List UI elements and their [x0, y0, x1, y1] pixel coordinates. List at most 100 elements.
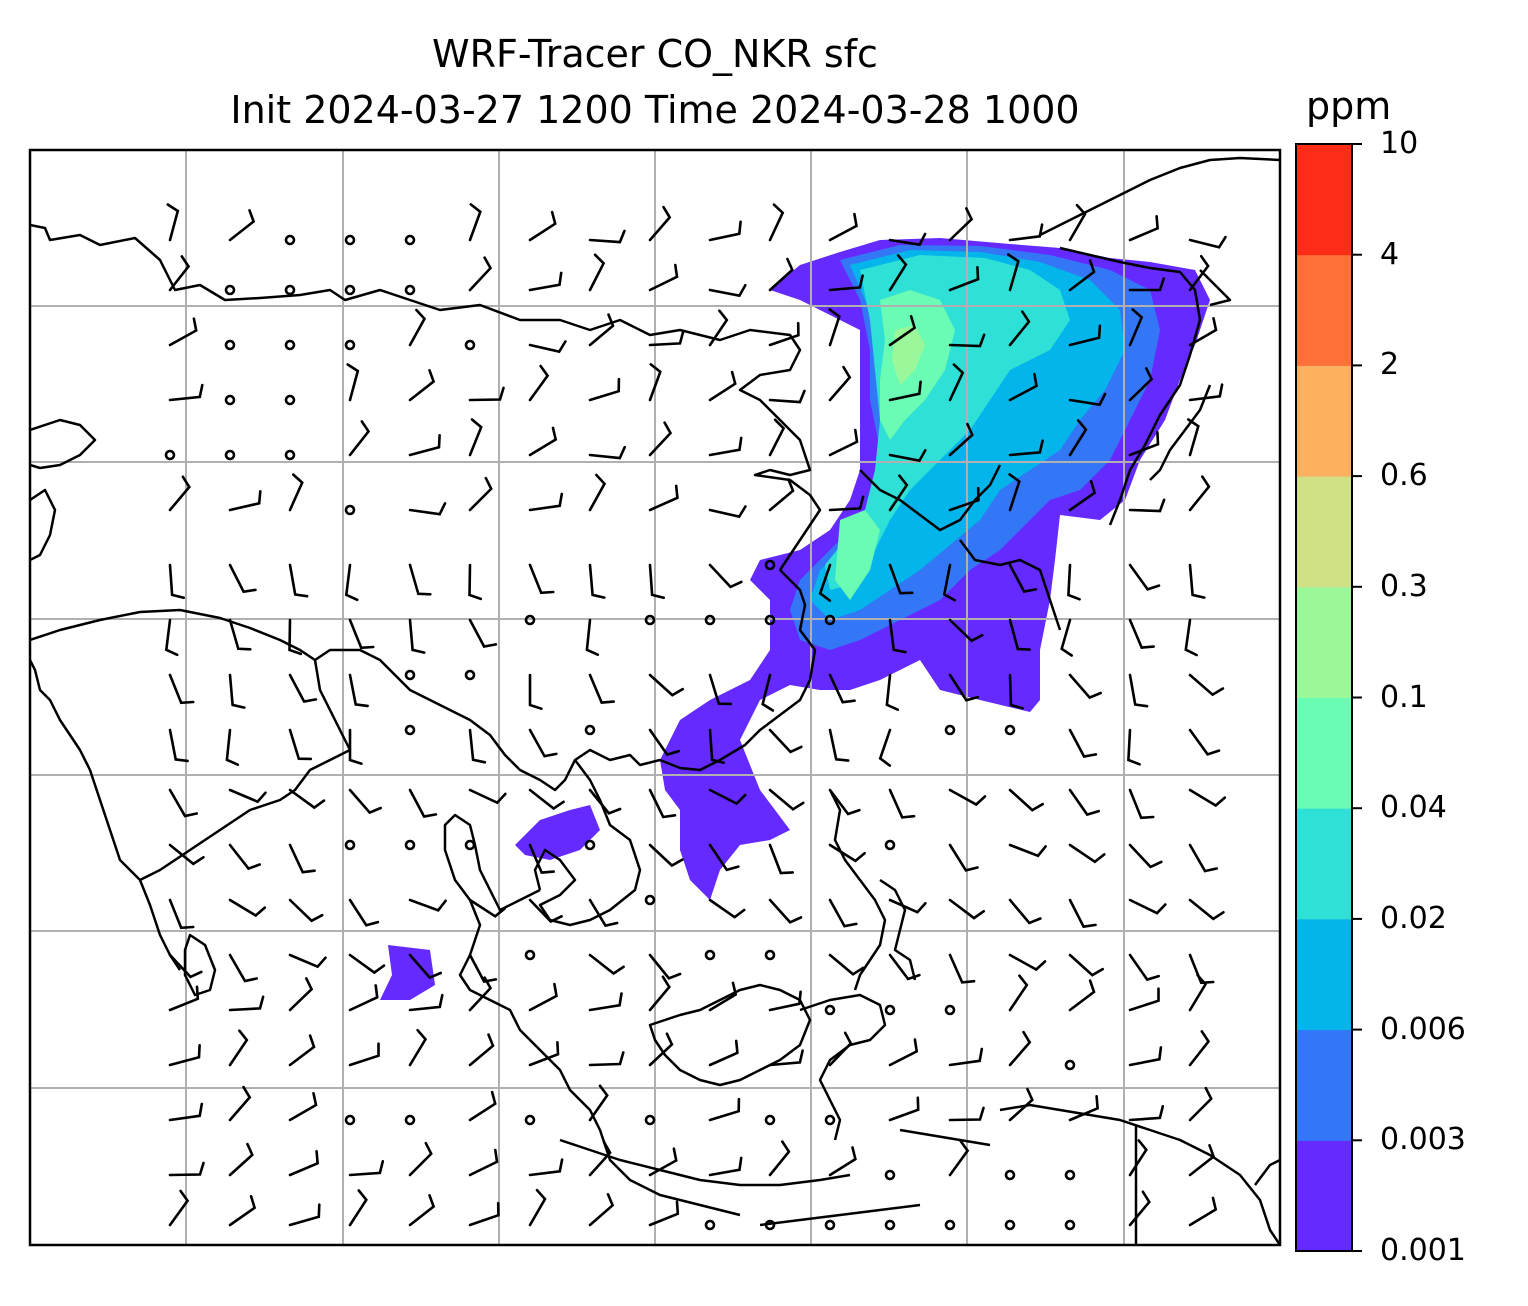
wind-barb — [588, 229, 626, 244]
wind-barb — [588, 1141, 612, 1177]
wind-barb — [1008, 563, 1038, 593]
calm-wind-marker — [464, 339, 476, 351]
wind-barb — [588, 898, 619, 928]
calm-wind-marker — [824, 1219, 836, 1231]
wind-barb — [168, 985, 200, 1012]
calm-wind-marker — [944, 1219, 956, 1231]
wind-barb — [1128, 1190, 1151, 1227]
wind-barb — [588, 992, 623, 1012]
wind-barb — [288, 673, 318, 703]
wind-barb — [768, 728, 803, 754]
colorbar-segment — [1296, 476, 1352, 588]
wind-barb — [708, 563, 743, 589]
wind-barb — [648, 728, 680, 757]
wind-barb — [228, 618, 252, 651]
wind-barb — [168, 1044, 201, 1067]
wind-barb — [468, 1201, 500, 1227]
calm-wind-marker — [404, 1114, 416, 1126]
wind-barb — [408, 369, 436, 402]
wind-barb — [1188, 254, 1210, 292]
calm-wind-marker — [224, 339, 236, 351]
wind-barb — [168, 843, 205, 866]
wind-barb — [1008, 1087, 1034, 1122]
wind-barb — [588, 377, 621, 402]
calm-wind-marker — [644, 1114, 656, 1126]
wind-barb — [468, 788, 507, 805]
colorbar-unit: ppm — [1306, 84, 1392, 128]
wind-barb — [828, 495, 865, 512]
wind-barb — [888, 380, 922, 402]
wind-barb — [708, 436, 743, 457]
colorbar-tick-label: 0.3 — [1380, 568, 1428, 604]
wind-barb — [468, 386, 505, 402]
wind-barb — [828, 788, 861, 816]
wind-barb — [348, 898, 380, 927]
wind-barb — [828, 1146, 857, 1177]
map-frame — [28, 148, 1282, 1247]
wind-barb — [468, 728, 487, 764]
wind-barb — [942, 563, 957, 602]
wind-barb — [1128, 367, 1154, 402]
calm-wind-marker — [764, 614, 776, 626]
wind-barb — [348, 984, 379, 1012]
calm-wind-marker — [884, 1169, 896, 1181]
wind-barb — [888, 788, 916, 819]
wind-barb — [528, 898, 563, 924]
wind-barb — [888, 315, 917, 347]
colorbar-tick-label: 0.003 — [1380, 1122, 1466, 1158]
calm-wind-marker — [884, 1219, 896, 1231]
wind-barb — [818, 563, 832, 602]
wind-barb — [648, 484, 679, 512]
wind-barb — [408, 308, 427, 347]
wind-barb — [1128, 788, 1155, 820]
wind-barb — [888, 448, 927, 463]
wind-barb — [528, 271, 563, 292]
wind-barb — [1068, 673, 1102, 700]
wind-barb — [648, 1200, 680, 1227]
wind-barb — [708, 220, 742, 242]
colorbar-tick-label: 0.04 — [1380, 790, 1447, 826]
colorbar-tick-label: 0.006 — [1380, 1011, 1466, 1047]
wind-barb — [528, 210, 557, 242]
wind-barb — [1188, 673, 1225, 697]
wind-barb — [528, 728, 558, 758]
wind-barb — [228, 563, 257, 594]
colorbar-segment — [1296, 697, 1352, 809]
wind-barb — [1128, 987, 1160, 1012]
wind-barb — [888, 898, 927, 914]
wind-barb — [648, 788, 677, 819]
map-title-line1: WRF-Tracer CO_NKR sfc — [432, 32, 878, 76]
wind-barb — [228, 1195, 257, 1227]
wind-barb — [468, 898, 506, 918]
wind-barb — [828, 843, 866, 863]
wind-barb — [1188, 383, 1224, 402]
wind-barb — [228, 1142, 254, 1177]
wind-barb — [1128, 673, 1149, 708]
calm-wind-marker — [284, 339, 296, 351]
wind-barb — [1068, 953, 1104, 977]
wind-barb — [648, 263, 679, 292]
wind-barb — [1188, 235, 1227, 249]
wind-barb — [1008, 1030, 1032, 1067]
wind-barb — [168, 1161, 205, 1177]
wind-barb — [408, 1028, 428, 1067]
wind-barb — [1128, 1139, 1148, 1177]
wind-barb — [164, 618, 179, 657]
wind-barb — [948, 788, 987, 807]
wind-barb — [408, 563, 432, 596]
wind-barb — [288, 843, 316, 874]
wind-barb — [1188, 1086, 1213, 1122]
wind-barb — [288, 953, 327, 969]
wind-barb — [1008, 953, 1047, 972]
wind-barb — [948, 266, 980, 292]
wind-barb — [1128, 898, 1167, 915]
wind-barb — [408, 953, 442, 980]
wind-barb — [1128, 953, 1160, 982]
wind-barb — [528, 1158, 564, 1177]
wind-barb — [828, 728, 850, 762]
wind-barb — [168, 383, 204, 402]
wind-barb — [648, 975, 671, 1012]
calm-wind-marker — [1004, 724, 1016, 736]
wind-barb — [1067, 563, 1081, 601]
